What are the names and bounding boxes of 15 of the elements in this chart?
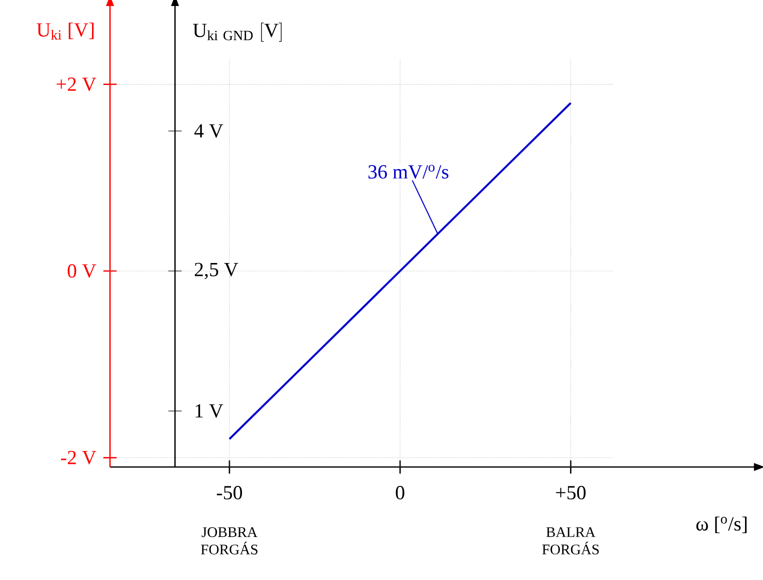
x-tick-label: 0 [396,486,404,500]
y2-tick-label: 1 V [196,404,224,418]
y-axis-title: U$_{ki}$ [V] [36,22,94,40]
y2-axis-title: $\mathrm{U}_{\mathrm{ki\ GND}}\ \mathrm{[V]}$ [193,22,282,42]
y-tick-label: -2 V [61,450,96,464]
text: BALRA FORGÁS [542,527,599,554]
y2-tick-label: 2,5 V [194,262,238,280]
text: JOBBRA FORGÁS [200,527,258,554]
x-tick-label: +50 [556,486,586,500]
x-axis-title: ω [$^{o}$/s] [696,516,747,534]
x-tick-label: -50 [216,486,242,500]
y-tick-label: +2 V [56,78,96,92]
y2-tick-label: 4 V [194,124,224,138]
annotation: 36 mV/$^{o}$/s [368,164,448,179]
y-tick-label: 0 V [68,264,96,278]
